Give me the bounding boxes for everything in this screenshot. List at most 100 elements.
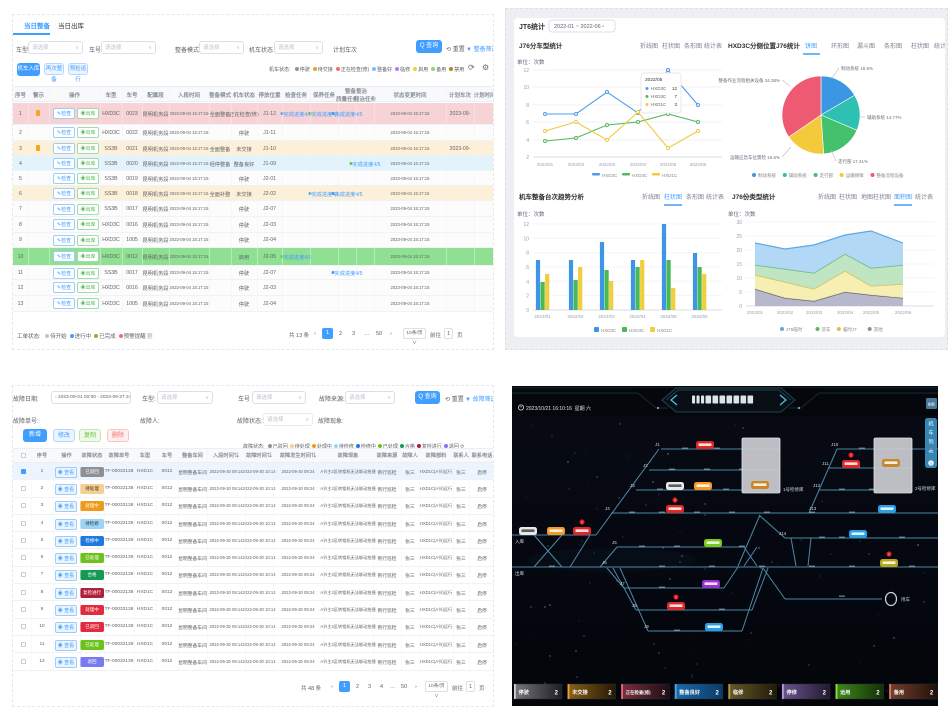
svg-text:6: 6 <box>526 120 529 126</box>
svg-text:统计表: 统计表 <box>706 193 724 201</box>
svg-text:0: 0 <box>526 308 529 314</box>
svg-text:2022/05: 2022/05 <box>645 77 663 83</box>
svg-text:入库: 入库 <box>515 538 524 545</box>
svg-text:0: 0 <box>739 304 742 310</box>
svg-text:HXD3C: HXD3C <box>632 173 648 178</box>
svg-text:2022/01: 2022/01 <box>534 314 551 319</box>
svg-text:HXD1C: HXD1C <box>662 173 678 178</box>
svg-text:临时J7: 临时J7 <box>843 326 857 333</box>
svg-text:2022/05: 2022/05 <box>863 310 880 315</box>
svg-text:折线图: 折线图 <box>640 42 658 50</box>
svg-text:2022/03: 2022/03 <box>599 162 616 167</box>
svg-text:2: 2 <box>930 691 934 697</box>
svg-text:20: 20 <box>736 248 742 254</box>
svg-text:柱状图: 柱状图 <box>662 42 680 50</box>
svg-text:8: 8 <box>526 103 529 109</box>
svg-text:2: 2 <box>555 691 559 697</box>
svg-text:2022/04: 2022/04 <box>630 162 647 167</box>
svg-text:2022/01: 2022/01 <box>747 310 764 315</box>
svg-text:货车: 货车 <box>822 326 831 333</box>
svg-text:15: 15 <box>736 262 742 268</box>
svg-text:统计表: 统计表 <box>934 42 945 50</box>
svg-text:2022/06: 2022/06 <box>690 162 707 167</box>
svg-text:2023/10/21 16:10:16 星期 六: 2023/10/21 16:10:16 星期 六 <box>526 405 591 412</box>
svg-text:2: 2 <box>662 691 666 697</box>
svg-text:J11: J11 <box>822 461 829 466</box>
svg-text:2022/06: 2022/06 <box>691 314 708 319</box>
svg-text:2022/01: 2022/01 <box>537 162 554 167</box>
svg-text:12: 12 <box>523 68 529 74</box>
svg-text:HXD3C: HXD3C <box>601 328 617 333</box>
svg-text:J2: J2 <box>643 463 648 468</box>
svg-text:J14: J14 <box>779 531 787 536</box>
svg-text:运输应急车位需检 16.5%: 运输应急车位需检 16.5% <box>730 154 780 161</box>
svg-text:25: 25 <box>736 234 742 240</box>
svg-text:整备作业流程相关设备 34.38%: 整备作业流程相关设备 34.38% <box>718 77 780 84</box>
svg-text:2: 2 <box>823 691 827 697</box>
svg-text:其他: 其他 <box>874 326 883 333</box>
svg-text:条形图: 条形图 <box>686 193 704 201</box>
svg-text:漏斗图: 漏斗图 <box>857 42 875 50</box>
svg-text:机车整备台次趋势分析: 机车整备台次趋势分析 <box>519 192 585 201</box>
svg-text:制动系统 16.5%: 制动系统 16.5% <box>841 65 873 72</box>
svg-text:2022/03: 2022/03 <box>806 310 823 315</box>
svg-text:柱状图: 柱状图 <box>839 193 857 201</box>
svg-text:运输保障: 运输保障 <box>846 172 864 179</box>
svg-text:!: ! <box>675 595 676 600</box>
svg-text:!: ! <box>850 453 851 458</box>
svg-text:单位：次数: 单位：次数 <box>517 210 545 218</box>
svg-text:2022/02: 2022/02 <box>777 310 794 315</box>
svg-text:制动系统: 制动系统 <box>758 172 776 179</box>
svg-text:2022/04: 2022/04 <box>629 314 646 319</box>
svg-text:停驶: 停驶 <box>519 688 530 696</box>
svg-text:12: 12 <box>523 222 529 228</box>
svg-text:单位：次数: 单位：次数 <box>517 58 545 66</box>
svg-text:J4: J4 <box>605 506 610 511</box>
svg-text:HXD3C: HXD3C <box>651 94 667 99</box>
svg-text:7: 7 <box>674 94 677 99</box>
svg-text:正在检查(修): 正在检查(修) <box>626 689 651 696</box>
svg-text:2: 2 <box>715 691 719 697</box>
svg-text:HXD1C: HXD1C <box>657 328 673 333</box>
svg-text:辅助系统 14.77%: 辅助系统 14.77% <box>867 114 902 121</box>
svg-text:J1: J1 <box>655 442 660 447</box>
svg-text:HXD3C: HXD3C <box>602 173 618 178</box>
svg-text:统计表: 统计表 <box>915 193 933 201</box>
svg-text:3: 3 <box>674 102 677 107</box>
svg-text:2022/06: 2022/06 <box>895 310 912 315</box>
svg-text:!: ! <box>581 520 582 525</box>
svg-text:2: 2 <box>876 691 880 697</box>
svg-text:J13: J13 <box>809 506 817 511</box>
svg-text:4: 4 <box>526 279 529 285</box>
svg-text:HXD3C分侧位置J76统计: HXD3C分侧位置J76统计 <box>728 41 800 50</box>
svg-text:走行部 17.41%: 走行部 17.41% <box>838 158 868 165</box>
svg-text:出库: 出库 <box>515 570 524 577</box>
svg-text:车: 车 <box>928 430 933 437</box>
svg-text:列: 列 <box>928 439 933 446</box>
svg-text:HXD1C: HXD1C <box>651 102 667 107</box>
svg-text:10: 10 <box>523 85 529 91</box>
svg-text:运用: 运用 <box>840 688 850 696</box>
svg-text:整备良好: 整备良好 <box>679 688 701 696</box>
svg-text:30: 30 <box>736 220 742 226</box>
svg-text:面积图: 面积图 <box>894 193 912 201</box>
svg-text:未交接: 未交接 <box>572 688 588 696</box>
svg-text:8: 8 <box>526 251 529 257</box>
svg-text:2022/02: 2022/02 <box>568 162 585 167</box>
svg-text:条形图: 条形图 <box>684 42 702 50</box>
svg-text:J76份类型统计: J76份类型统计 <box>732 192 776 201</box>
svg-text:2: 2 <box>769 691 773 697</box>
svg-text:10: 10 <box>523 236 529 242</box>
svg-text:4: 4 <box>526 138 529 144</box>
svg-text:J6: J6 <box>602 560 607 565</box>
svg-text:2: 2 <box>526 294 529 300</box>
svg-text:饼图: 饼图 <box>805 42 817 50</box>
svg-text:!: ! <box>888 552 889 557</box>
svg-text:2: 2 <box>526 155 529 161</box>
svg-text:HXD3C: HXD3C <box>629 328 645 333</box>
svg-text:走行部: 走行部 <box>820 172 834 179</box>
svg-text:2022-01 ~ 2022-06 ▫: 2022-01 ~ 2022-06 ▫ <box>554 24 604 30</box>
svg-text:停修: 停修 <box>787 688 798 696</box>
svg-text:2: 2 <box>608 691 612 697</box>
svg-text:J8: J8 <box>632 603 637 608</box>
